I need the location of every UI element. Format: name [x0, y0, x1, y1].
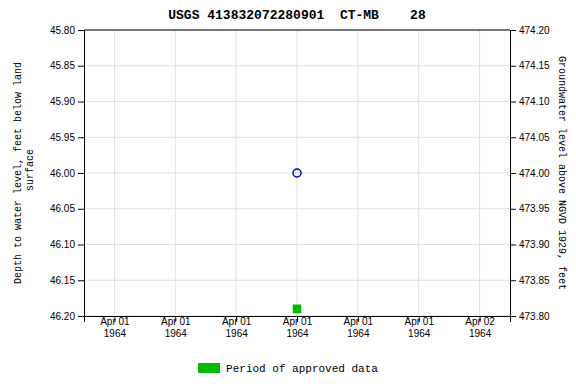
- tick-label: 473.80: [519, 311, 550, 322]
- tick: 46.05: [50, 203, 84, 214]
- tick-mark: [78, 137, 84, 138]
- axis-line: [78, 31, 85, 317]
- tick: 45.80: [50, 25, 84, 36]
- tick-label: 474.00: [519, 168, 550, 179]
- tick-label: 46.20: [50, 311, 75, 322]
- tick: 45.95: [50, 132, 84, 143]
- tick-label: 474.15: [519, 60, 550, 71]
- tick-label: 46.05: [50, 203, 75, 214]
- tick-mark: [510, 245, 516, 246]
- tick: 474.15: [510, 60, 550, 71]
- legend: Period of approved data: [198, 363, 378, 375]
- tick: 473.85: [510, 275, 550, 286]
- tick: Apr 011964: [161, 316, 191, 339]
- marks: [293, 169, 301, 312]
- tick-mark: [510, 66, 516, 67]
- tick-label: 46.00: [50, 168, 75, 179]
- tick: Apr 011964: [100, 316, 130, 339]
- tick-label: Apr 011964: [222, 316, 252, 339]
- tick-label: 473.90: [519, 239, 550, 250]
- axis-line: [511, 31, 517, 317]
- tick-label: 45.85: [50, 60, 75, 71]
- tick-mark: [510, 30, 516, 31]
- grid-line: [175, 30, 176, 316]
- tick-label: 46.15: [50, 275, 75, 286]
- legend-swatch: [198, 363, 220, 373]
- tick-mark: [78, 280, 84, 281]
- tick-label: 45.95: [50, 132, 75, 143]
- tick-mark: [78, 102, 84, 103]
- tick-label: Apr 011964: [161, 316, 191, 339]
- tick: 473.80: [510, 311, 550, 322]
- tick: 45.85: [50, 60, 84, 71]
- tick: Apr 011964: [283, 316, 313, 339]
- grid-line: [297, 30, 298, 316]
- tick: 473.95: [510, 203, 550, 214]
- grid-line: [84, 30, 510, 31]
- tick: 474.00: [510, 168, 550, 179]
- tick: 473.90: [510, 239, 550, 250]
- frame-line: [84, 30, 510, 31]
- tick-mark: [510, 137, 516, 138]
- tick: 474.20: [510, 25, 550, 36]
- tick-mark: [510, 173, 516, 174]
- tick: Apr 021964: [465, 316, 495, 339]
- tick-mark: [510, 102, 516, 103]
- plot: Apr 011964 Apr 011964 Apr 011964 Apr 011964…: [50, 25, 550, 339]
- frame: [84, 30, 510, 31]
- grid: [84, 30, 510, 316]
- tick: Apr 011964: [222, 316, 252, 339]
- grid-line: [357, 30, 358, 316]
- tick-mark: [510, 316, 516, 317]
- tick-mark: [510, 280, 516, 281]
- axis-title: Depth to water level, feet below land su…: [13, 62, 36, 284]
- tick-label: Apr 021964: [465, 316, 495, 339]
- tick-mark: [78, 30, 84, 31]
- tick-label: 46.10: [50, 239, 75, 250]
- grid-line: [236, 30, 237, 316]
- tick-mark: [78, 209, 84, 210]
- tick-mark: [78, 66, 84, 67]
- tick: 46.10: [50, 239, 84, 250]
- tick-mark: [78, 245, 84, 246]
- tick-mark: [510, 209, 516, 210]
- legend-item: Period of approved data: [198, 363, 378, 375]
- tick: 46.15: [50, 275, 84, 286]
- tick: 46.00: [50, 168, 84, 179]
- tick: Apr 011964: [404, 316, 434, 339]
- title: USGS 413832072280901 CT-MB 28: [168, 8, 426, 23]
- point: [293, 305, 300, 312]
- y2-axis: 473.80 473.85 473.90 473.95 474.00 474.05 474.…: [510, 25, 550, 322]
- tick-label: 474.20: [519, 25, 550, 36]
- tick-mark: [78, 173, 84, 174]
- tick: 46.20: [50, 311, 84, 322]
- tick-label: 473.85: [519, 275, 550, 286]
- grid-line: [479, 30, 480, 316]
- tick: 474.10: [510, 96, 550, 107]
- tick-label: Apr 011964: [283, 316, 313, 339]
- axis-title: Groundwater level above NGVD 1929, feet: [556, 56, 567, 290]
- tick-label: 474.10: [519, 96, 550, 107]
- tick-label: 45.80: [50, 25, 75, 36]
- tick-label: Apr 011964: [404, 316, 434, 339]
- grid-line: [418, 30, 419, 316]
- tick-label: 474.05: [519, 132, 550, 143]
- tick: 474.05: [510, 132, 550, 143]
- legend-label: Period of approved data: [226, 363, 378, 375]
- chart: Apr 011964 Apr 011964 Apr 011964 Apr 011964…: [0, 0, 576, 384]
- point: [293, 169, 301, 177]
- x-axis: Apr 011964 Apr 011964 Apr 011964 Apr 011964…: [85, 316, 511, 339]
- tick: Apr 011964: [344, 316, 374, 339]
- tick-label: 473.95: [519, 203, 550, 214]
- tick-mark: [78, 316, 84, 317]
- grid-line: [114, 30, 115, 316]
- tick-label: Apr 011964: [344, 316, 374, 339]
- tick-label: Apr 011964: [100, 316, 130, 339]
- y-axis: 45.80 45.85 45.90 45.95 46.00 46.05 46.10 46.15…: [50, 25, 85, 322]
- tick: 45.90: [50, 96, 84, 107]
- tick-label: 45.90: [50, 96, 75, 107]
